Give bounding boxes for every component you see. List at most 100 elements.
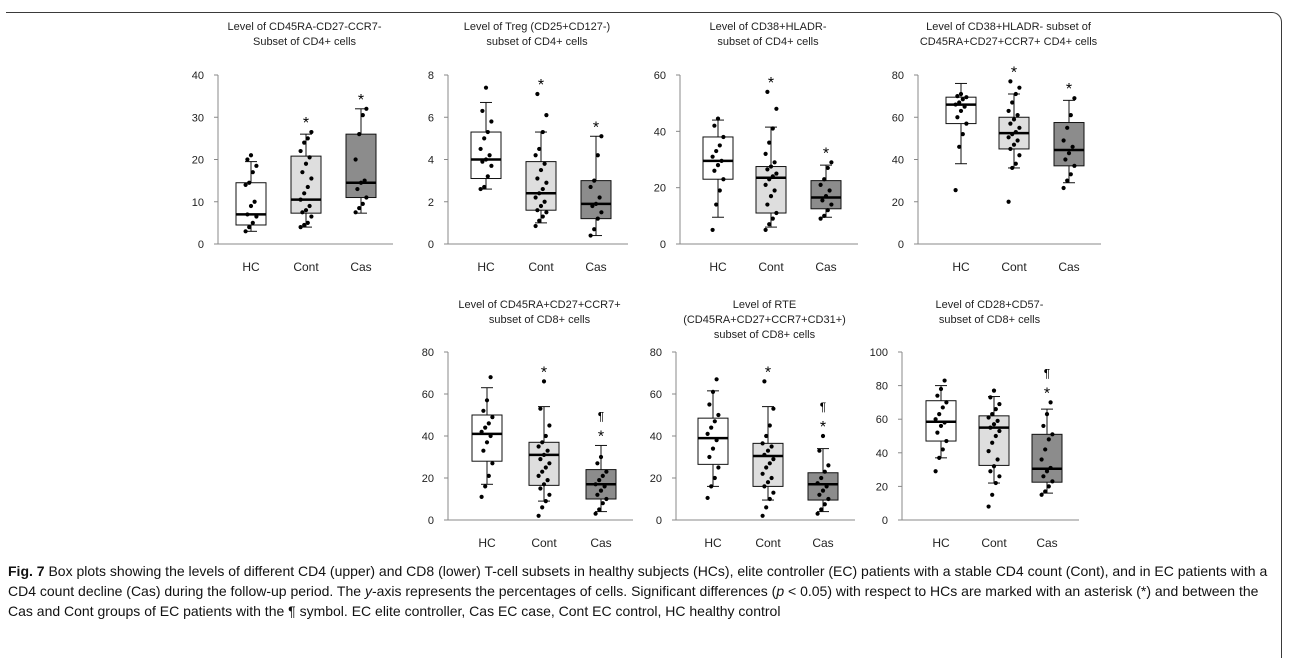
- box-cas: ¶*: [1031, 366, 1063, 497]
- data-point: [537, 191, 542, 196]
- x-category-label: Cas: [812, 536, 833, 550]
- data-point: [1044, 412, 1050, 417]
- data-point: [767, 222, 772, 227]
- data-point: [1039, 457, 1044, 462]
- data-point: [710, 227, 715, 233]
- data-point: [771, 490, 776, 495]
- y-tick-label: 0: [898, 239, 904, 251]
- data-point: [937, 412, 942, 417]
- data-point: [309, 129, 314, 135]
- data-point: [940, 405, 945, 410]
- data-point: [250, 220, 255, 225]
- data-point: [484, 398, 490, 403]
- box-plot-panel-3: Level of CD38+HLADR-subset of CD4+ cells…: [654, 21, 858, 274]
- data-point: [958, 91, 964, 97]
- data-point: [1008, 79, 1013, 84]
- data-point: [767, 140, 772, 145]
- panel-title-line: Level of CD45RA+CD27+CCR7+: [458, 299, 620, 311]
- data-point: [960, 97, 965, 102]
- data-point: [829, 160, 834, 165]
- box-plot-panel-2: Level of Treg (CD25+CD127-) subset of CD4…: [428, 21, 628, 274]
- data-point: [358, 180, 364, 185]
- x-category-label: HC: [952, 260, 970, 274]
- data-point: [955, 115, 960, 120]
- data-point: [355, 186, 360, 192]
- panel-title-line: (CD45RA+CD27+CCR7+CD31+): [683, 314, 846, 326]
- data-point: [298, 148, 303, 154]
- data-point: [762, 452, 767, 457]
- data-point: [540, 214, 545, 219]
- box-hc: [235, 153, 267, 234]
- asterisk-marker: *: [538, 77, 544, 94]
- data-point: [765, 448, 771, 453]
- data-point: [302, 191, 307, 196]
- y-tick-label: 20: [650, 473, 662, 485]
- data-point: [958, 108, 964, 114]
- data-point: [1017, 125, 1022, 130]
- data-point: [486, 421, 491, 426]
- data-point: [533, 195, 538, 200]
- data-point: [543, 465, 548, 470]
- data-point: [488, 375, 493, 380]
- data-point: [483, 425, 488, 430]
- data-point: [986, 415, 991, 420]
- asterisk-marker: *: [768, 75, 774, 92]
- data-point: [714, 377, 719, 382]
- data-point: [1006, 135, 1011, 140]
- y-tick-label: 80: [650, 347, 662, 359]
- data-point: [360, 113, 365, 118]
- y-tick-label: 0: [882, 515, 888, 527]
- data-point: [995, 418, 1000, 423]
- data-point: [990, 440, 995, 445]
- asterisk-marker: *: [1044, 385, 1050, 402]
- panel-title-line: Level of CD38+HLADR- subset of: [926, 21, 1092, 33]
- data-point: [933, 469, 938, 474]
- data-point: [715, 116, 721, 121]
- asterisk-marker: *: [820, 419, 826, 436]
- data-point: [590, 203, 595, 209]
- data-point: [818, 216, 823, 221]
- box-cas: *: [580, 119, 612, 238]
- data-point: [483, 484, 488, 489]
- data-point: [481, 448, 486, 453]
- box-hc: [470, 85, 502, 192]
- data-point: [353, 210, 358, 215]
- iqr-box: [702, 136, 734, 180]
- y-tick-label: 40: [892, 155, 904, 167]
- data-point: [822, 469, 827, 474]
- panel-title-line: Level of CD45RA-CD27-CCR7-: [227, 21, 381, 33]
- x-category-label: Cas: [585, 260, 606, 274]
- data-point: [481, 408, 486, 413]
- data-point: [538, 167, 544, 173]
- data-point: [944, 400, 949, 405]
- data-point: [1046, 484, 1051, 489]
- data-point: [991, 388, 997, 393]
- data-point: [479, 429, 484, 434]
- data-point: [538, 486, 543, 491]
- data-point: [305, 136, 310, 141]
- data-point: [1043, 447, 1048, 452]
- data-point: [962, 104, 967, 109]
- y-tick-label: 80: [876, 381, 888, 393]
- data-point: [712, 419, 717, 424]
- data-point: [825, 208, 830, 213]
- data-point: [303, 208, 309, 213]
- y-tick-label: 60: [654, 70, 666, 82]
- data-point: [721, 177, 726, 182]
- data-point: [535, 208, 540, 213]
- data-point: [483, 157, 489, 162]
- data-point: [957, 100, 962, 105]
- asterisk-marker: *: [1066, 81, 1072, 98]
- data-point: [764, 433, 769, 439]
- data-point: [993, 433, 998, 439]
- panel-title-line: subset of CD8+ cells: [714, 329, 816, 341]
- asterisk-marker: *: [823, 145, 829, 162]
- data-point: [545, 448, 550, 453]
- data-point: [298, 225, 303, 230]
- y-tick-label: 8: [428, 70, 434, 82]
- data-point: [541, 379, 547, 384]
- data-point: [760, 471, 765, 476]
- data-point: [826, 463, 831, 468]
- y-tick-label: 60: [650, 389, 662, 401]
- data-point: [353, 157, 358, 162]
